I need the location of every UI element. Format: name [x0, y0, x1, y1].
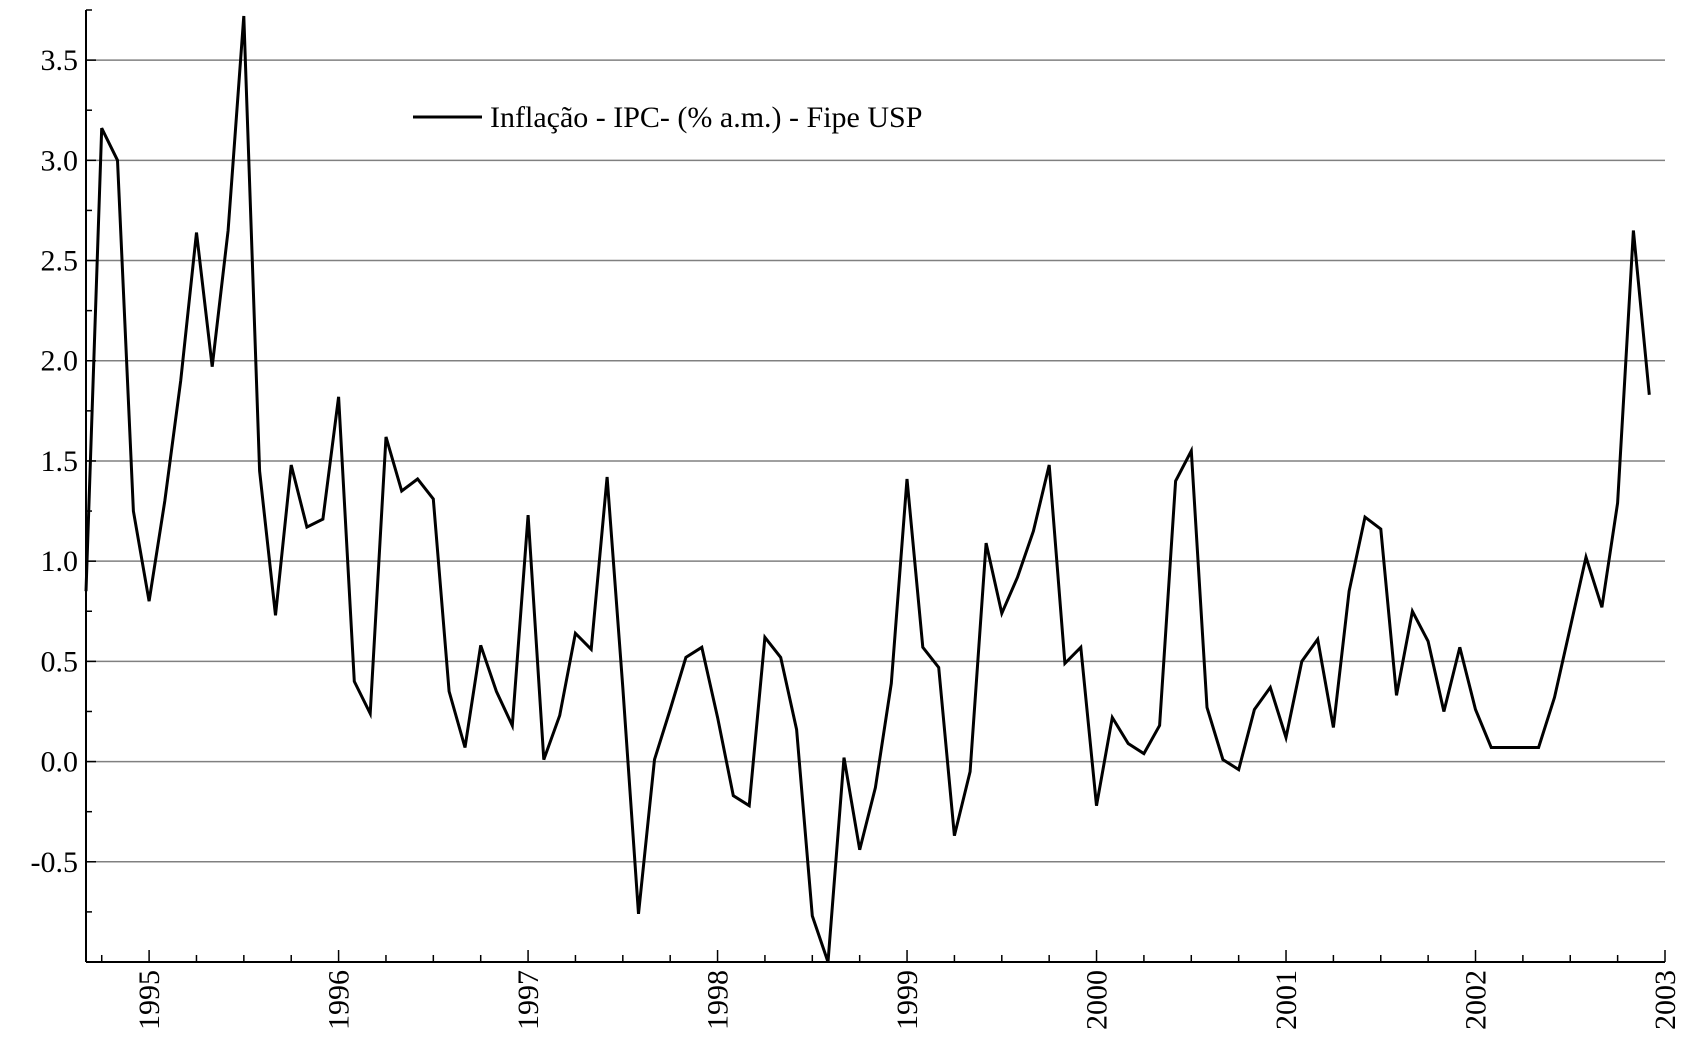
- series-line: [84, 15, 1651, 963]
- x-tick-label: 2001: [1270, 970, 1303, 1030]
- series: [84, 15, 1651, 963]
- x-tick-label: 1996: [323, 970, 356, 1030]
- x-tick-label: 2002: [1460, 970, 1493, 1030]
- x-tick-label: 1997: [512, 970, 545, 1030]
- x-tick-label: 1999: [891, 970, 924, 1030]
- x-tick-label: 2003: [1649, 970, 1682, 1030]
- legend-label: Inflação - IPC- (% a.m.) - Fipe USP: [490, 101, 922, 134]
- x-tick-label: 1998: [702, 970, 735, 1030]
- gridlines: [86, 59, 1665, 863]
- y-tick-label: 2.0: [41, 345, 79, 378]
- y-tick-label: 3.5: [41, 44, 79, 77]
- y-tick-label: 2.5: [41, 245, 79, 278]
- y-tick-label: 1.5: [41, 445, 79, 478]
- y-tick-label: 1.0: [41, 545, 79, 578]
- axes: [85, 10, 1665, 963]
- y-tick-label: 0.5: [41, 645, 79, 678]
- x-ticks: 1995 1996 1997 1998 1999 2000 2001 2002 2003: [100, 950, 1682, 1030]
- y-ticks: -0.5 0.0 0.5 1.0 1.5 2.0 2.5 3.0 3.5: [31, 9, 96, 963]
- y-tick-label: 3.0: [41, 144, 79, 177]
- legend: Inflação - IPC- (% a.m.) - Fipe USP: [413, 101, 922, 134]
- x-tick-label: 1995: [133, 970, 166, 1030]
- x-tick-label: 2000: [1081, 970, 1114, 1030]
- y-tick-label: 0.0: [41, 746, 79, 779]
- y-tick-label: -0.5: [31, 846, 79, 879]
